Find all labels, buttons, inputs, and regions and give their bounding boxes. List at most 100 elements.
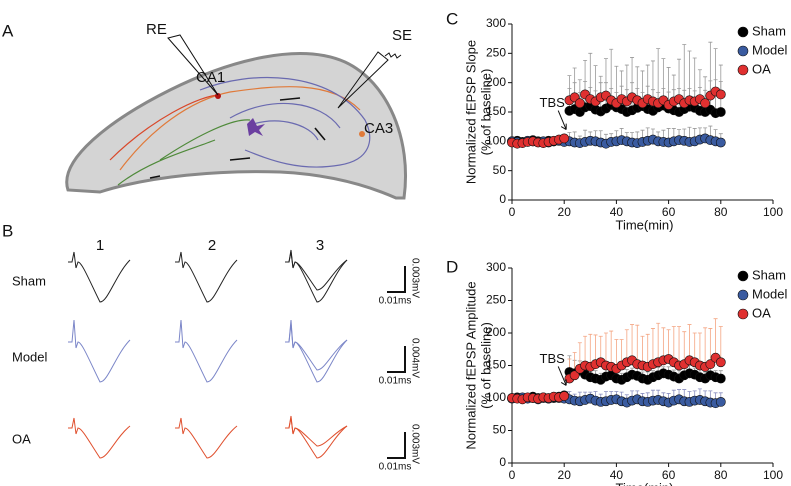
- annotation-arrow: [557, 110, 567, 131]
- scale-label: 0.01ms: [379, 376, 412, 387]
- error-bar: [609, 330, 614, 367]
- error-bar: [703, 327, 708, 367]
- legend-marker: [737, 45, 749, 57]
- legend-label: Sham: [752, 267, 786, 282]
- y-tick-label: 300: [486, 260, 506, 274]
- x-tick-label: 20: [558, 205, 572, 219]
- legend-label: OA: [752, 305, 771, 320]
- legend-marker: [737, 26, 749, 38]
- y-tick-label: 300: [486, 16, 506, 30]
- data-point: [574, 98, 585, 109]
- trace: [285, 415, 348, 447]
- error-bar: [682, 331, 687, 365]
- panel-label: C: [446, 9, 458, 28]
- trace: [285, 251, 348, 303]
- x-axis-label: Time(min): [615, 480, 673, 486]
- trace: [285, 417, 348, 459]
- error-bar: [588, 333, 593, 367]
- scale-label: 0.004mV: [409, 338, 420, 378]
- error-bar: [645, 333, 650, 367]
- legend-label: Model: [752, 42, 788, 57]
- y-tick-label: 250: [486, 293, 506, 307]
- data-point: [715, 137, 726, 148]
- error-bar: [671, 326, 676, 363]
- data-point: [715, 357, 726, 368]
- hippocampus-diagram: [65, 34, 407, 200]
- y-tick-label: 50: [493, 423, 507, 437]
- error-bar: [708, 328, 713, 365]
- y-tick-label: 0: [499, 192, 506, 206]
- y-tick-label: 150: [486, 104, 506, 118]
- x-tick-label: 0: [509, 205, 516, 219]
- scale-label: 0.01ms: [379, 296, 412, 307]
- error-bar: [661, 327, 666, 361]
- diagram-label: SE: [392, 27, 412, 44]
- trace: [68, 251, 131, 303]
- data-point: [715, 396, 726, 407]
- annotation-arrow: [557, 366, 567, 386]
- legend-marker: [737, 270, 749, 282]
- column-label: 2: [208, 237, 216, 254]
- panel-label: B: [2, 221, 13, 240]
- error-bar: [687, 324, 692, 361]
- y-axis-label: Normalized fEPSP Amplitude: [463, 281, 478, 449]
- data-point: [715, 107, 726, 117]
- y-tick-label: 250: [486, 46, 506, 60]
- x-tick-label: 80: [714, 468, 728, 482]
- y-tick-label: 200: [486, 75, 506, 89]
- error-bar: [603, 332, 608, 366]
- x-tick-label: 0: [509, 468, 516, 482]
- x-tick-label: 40: [610, 205, 624, 219]
- trace: [285, 249, 348, 291]
- data-point: [559, 391, 570, 401]
- diagram-label: RE: [146, 21, 167, 38]
- diagram-label: CA3: [364, 120, 393, 137]
- column-label: 3: [316, 237, 324, 254]
- data-point: [715, 89, 726, 100]
- row-label: Sham: [12, 273, 46, 288]
- y-tick-label: 100: [486, 134, 506, 148]
- data-point: [700, 98, 711, 109]
- legend-label: OA: [752, 61, 771, 76]
- data-point: [705, 359, 716, 370]
- y-axis-label: (% of baseline): [478, 69, 493, 156]
- legend-label: Sham: [752, 23, 786, 38]
- error-bar: [630, 324, 635, 361]
- trace: [175, 251, 238, 303]
- error-bar: [697, 332, 702, 366]
- scale-bar: [387, 346, 406, 373]
- y-axis-label: Normalized fEPSP Slope: [463, 40, 478, 184]
- column-label: 1: [96, 237, 104, 254]
- y-tick-label: 150: [486, 358, 506, 372]
- diagram-label: CA1: [196, 69, 225, 86]
- scale-bar: [387, 266, 406, 293]
- scale-label: 0.003mV: [409, 258, 420, 298]
- legend-marker: [737, 308, 749, 320]
- data-point: [715, 373, 726, 384]
- x-tick-label: 60: [662, 205, 676, 219]
- x-tick-label: 100: [763, 205, 783, 219]
- x-tick-label: 20: [558, 468, 572, 482]
- panel-label: D: [446, 257, 458, 276]
- error-bar: [624, 329, 629, 363]
- x-tick-label: 100: [763, 468, 783, 482]
- trace: [175, 319, 238, 383]
- panel-label: A: [2, 21, 14, 40]
- data-point: [559, 133, 570, 144]
- y-tick-label: 50: [493, 163, 507, 177]
- data-point: [569, 370, 580, 381]
- error-bar: [635, 324, 640, 365]
- annotation: TBS: [540, 351, 566, 366]
- error-bar: [713, 318, 718, 358]
- row-label: Model: [12, 349, 48, 364]
- x-tick-label: 80: [714, 205, 728, 219]
- trace: [175, 417, 238, 459]
- trace: [68, 319, 131, 383]
- y-tick-label: 100: [486, 390, 506, 404]
- annotation: TBS: [540, 95, 566, 110]
- trace: [285, 323, 348, 371]
- y-axis-label: (% of baseline): [478, 322, 493, 409]
- scale-bar: [387, 432, 406, 459]
